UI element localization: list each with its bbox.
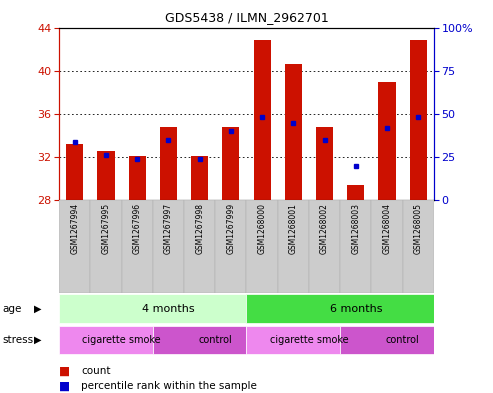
Bar [122,200,153,293]
Title: GDS5438 / ILMN_2962701: GDS5438 / ILMN_2962701 [165,11,328,24]
Bar [379,82,395,200]
Text: GSM1267995: GSM1267995 [102,203,110,254]
Bar [371,200,403,293]
Bar [191,156,208,200]
Text: GSM1267996: GSM1267996 [133,203,141,254]
Bar [340,200,371,293]
Text: count: count [81,366,111,376]
Bar [410,40,427,200]
Text: control: control [198,335,232,345]
Text: ▶: ▶ [34,303,41,314]
Bar [347,185,364,200]
Bar [129,156,146,200]
Text: control: control [386,335,420,345]
Text: GSM1268002: GSM1268002 [320,203,329,254]
Bar [253,40,271,200]
Bar [316,127,333,200]
Text: GSM1268003: GSM1268003 [352,203,360,254]
Bar [340,326,434,354]
Text: GSM1267998: GSM1267998 [195,203,204,254]
Bar [222,127,240,200]
Bar [184,200,215,293]
Text: percentile rank within the sample: percentile rank within the sample [81,381,257,391]
Text: GSM1267999: GSM1267999 [226,203,235,254]
Text: ■: ■ [59,379,70,393]
Bar [98,151,114,200]
Text: cigarette smoke: cigarette smoke [270,335,348,345]
Text: cigarette smoke: cigarette smoke [82,335,161,345]
Text: GSM1268004: GSM1268004 [383,203,391,254]
Bar [59,294,246,323]
Text: age: age [2,303,22,314]
Text: 4 months: 4 months [142,303,195,314]
Bar [66,144,83,200]
Bar [309,200,340,293]
Bar [285,64,302,200]
Bar [246,326,340,354]
Text: GSM1267994: GSM1267994 [70,203,79,254]
Bar [160,127,177,200]
Bar [90,200,122,293]
Text: stress: stress [2,335,34,345]
Bar [153,200,184,293]
Text: ▶: ▶ [34,335,41,345]
Text: ■: ■ [59,365,70,378]
Bar [403,200,434,293]
Text: 6 months: 6 months [329,303,382,314]
Bar [278,200,309,293]
Bar [153,326,246,354]
Bar [215,200,246,293]
Bar [59,200,90,293]
Bar [246,200,278,293]
Text: GSM1267997: GSM1267997 [164,203,173,254]
Text: GSM1268000: GSM1268000 [258,203,267,254]
Bar [246,294,434,323]
Text: GSM1268001: GSM1268001 [289,203,298,254]
Text: GSM1268005: GSM1268005 [414,203,423,254]
Bar [59,326,153,354]
